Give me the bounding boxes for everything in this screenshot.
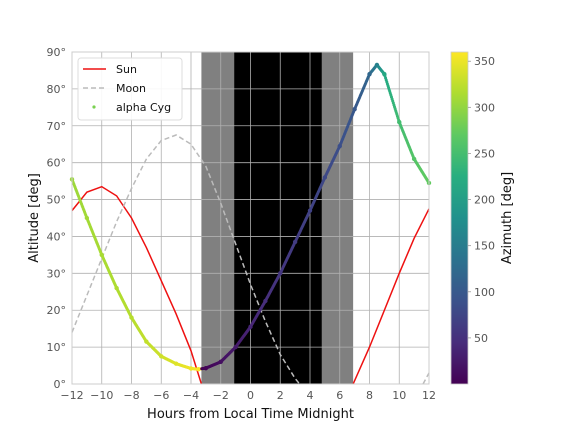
x-tick-label: −4 — [183, 389, 199, 402]
legend-alpha-cyg-label: alpha Cyg — [116, 101, 171, 114]
colorbar-tick-label: 300 — [474, 101, 495, 114]
colorbar-tick-label: 50 — [474, 332, 488, 345]
x-tick-label: −8 — [123, 389, 139, 402]
series-sun — [71, 185, 430, 385]
y-tick-label: 50° — [47, 194, 67, 207]
y-tick-label: 80° — [47, 83, 67, 96]
x-tick-label: −2 — [213, 389, 229, 402]
twilight-bands — [201, 52, 354, 384]
legend-alpha-cyg-swatch — [92, 105, 96, 109]
y-tick-label: 60° — [47, 157, 67, 170]
x-tick-label: 8 — [366, 389, 373, 402]
y-tick-label: 20° — [47, 304, 67, 317]
x-tick-label: −10 — [90, 389, 113, 402]
x-tick-label: 12 — [422, 389, 436, 402]
legend-box — [77, 57, 183, 121]
x-tick-label: 0 — [247, 389, 254, 402]
colorbar-tick-label: 250 — [474, 147, 495, 160]
y-tick-label: 0° — [54, 378, 67, 391]
colorbar-label: Azimuth [deg] — [500, 172, 515, 264]
x-tick-label: 4 — [307, 389, 314, 402]
colorbar-tick-label: 200 — [474, 194, 495, 207]
y-tick-labels: 0° 10° 20° 30° 40° 50° 60° 70° 80° 90° — [47, 46, 67, 391]
x-tick-label: −6 — [153, 389, 169, 402]
x-tick-labels: −12 −10 −8 −6 −4 −2 0 2 4 6 8 10 12 — [60, 389, 436, 402]
x-axis-label: Hours from Local Time Midnight — [147, 407, 354, 422]
series-moon-line — [422, 372, 430, 385]
series-moon-line — [71, 134, 301, 385]
twilight-band-0 — [201, 52, 235, 384]
series-sun-line — [71, 185, 203, 385]
twilight-band-1 — [234, 52, 322, 384]
legend: Sun Moon alpha Cyg — [77, 57, 183, 121]
y-tick-label: 70° — [47, 120, 67, 133]
y-tick-label: 30° — [47, 267, 67, 280]
plot-frame — [71, 51, 430, 385]
x-tick-label: 10 — [392, 389, 406, 402]
colorbar-tick-label: 100 — [474, 286, 495, 299]
x-tick-label: −12 — [60, 389, 83, 402]
y-tick-label: 10° — [47, 341, 67, 354]
twilight-band-2 — [321, 52, 354, 384]
colorbar — [450, 51, 469, 385]
series-moon — [71, 134, 430, 385]
legend-moon-label: Moon — [116, 82, 146, 95]
legend-sun-label: Sun — [116, 63, 137, 76]
colorbar-tick-labels: 50 100 150 200 250 300 350 — [468, 55, 495, 345]
y-tick-label: 90° — [47, 46, 67, 59]
series-sun-line — [352, 208, 430, 385]
x-tick-label: 2 — [277, 389, 284, 402]
x-tick-label: 6 — [336, 389, 343, 402]
colorbar-tick-label: 150 — [474, 240, 495, 253]
colorbar-tick-label: 350 — [474, 55, 495, 68]
y-tick-label: 40° — [47, 230, 67, 243]
y-axis-label: Altitude [deg] — [27, 173, 42, 263]
